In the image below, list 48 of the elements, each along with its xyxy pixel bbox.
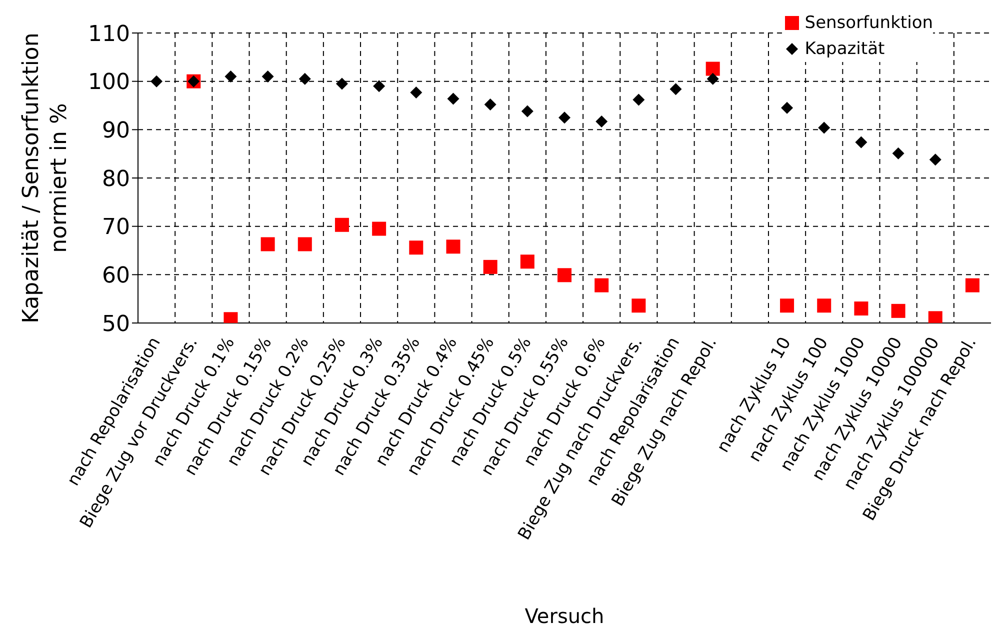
point: [298, 72, 311, 85]
point: [670, 83, 682, 96]
point: [632, 298, 646, 313]
point: [150, 75, 163, 88]
point: [965, 278, 980, 292]
point: [373, 80, 386, 92]
point: [706, 72, 719, 85]
y-tick-label: 110: [88, 22, 130, 47]
point: [410, 86, 422, 98]
point: [447, 92, 460, 105]
point: [558, 268, 572, 282]
point: [632, 94, 645, 106]
point: [891, 304, 906, 318]
point: [781, 102, 794, 114]
point: [484, 98, 496, 111]
legend-label: Sensorfunktion: [804, 13, 933, 33]
point: [854, 302, 868, 316]
x-axis-title: Versuch: [524, 604, 604, 628]
point: [446, 240, 460, 254]
legend-label: Kapazität: [804, 39, 885, 59]
point: [336, 78, 348, 90]
point: [594, 278, 609, 292]
point: [298, 237, 312, 252]
y-axis-title: Kapazität / Sensorfunktion normiert in %: [19, 32, 72, 324]
point: [818, 122, 830, 134]
point: [262, 70, 274, 82]
point: [706, 62, 720, 76]
y-tick-label: 100: [88, 70, 130, 96]
point: [520, 254, 534, 269]
point: [780, 298, 794, 313]
point: [224, 70, 237, 82]
y-tick-label: 50: [102, 312, 130, 337]
point: [892, 147, 904, 160]
y-tick-label: 70: [102, 215, 130, 240]
point: [929, 154, 942, 166]
point: [596, 115, 608, 128]
point: [817, 298, 832, 313]
point: [558, 112, 570, 124]
point: [372, 222, 386, 236]
point: [334, 218, 349, 232]
point: [260, 237, 275, 252]
point: [521, 105, 534, 118]
y-tick-label: 60: [102, 263, 130, 288]
y-tick-label: 80: [102, 166, 130, 192]
y-tick-label: 90: [102, 118, 130, 144]
point: [855, 136, 868, 148]
point: [409, 240, 424, 255]
point: [483, 260, 498, 274]
